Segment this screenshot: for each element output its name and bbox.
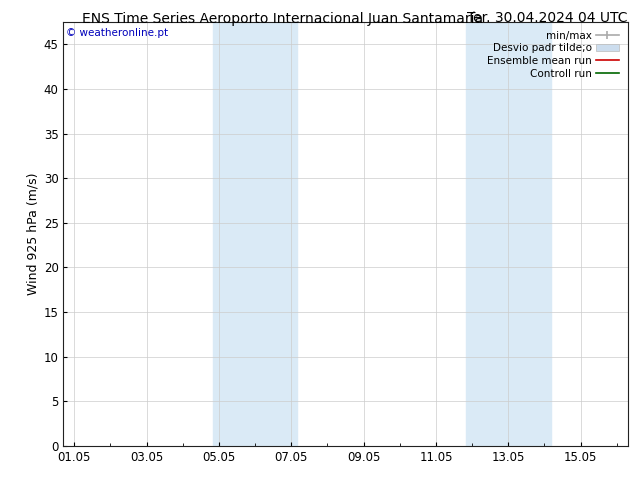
Y-axis label: Wind 925 hPa (m/s): Wind 925 hPa (m/s) (27, 173, 39, 295)
Bar (466, 22, 550, 446)
Legend: min/max, Desvio padr tilde;o, Ensemble mean run, Controll run: min/max, Desvio padr tilde;o, Ensemble m… (484, 27, 622, 82)
Text: Ter. 30.04.2024 04 UTC: Ter. 30.04.2024 04 UTC (467, 11, 628, 25)
Text: © weatheronline.pt: © weatheronline.pt (66, 28, 169, 38)
Bar (213, 22, 297, 446)
Text: ENS Time Series Aeroporto Internacional Juan Santamaría: ENS Time Series Aeroporto Internacional … (82, 11, 484, 26)
